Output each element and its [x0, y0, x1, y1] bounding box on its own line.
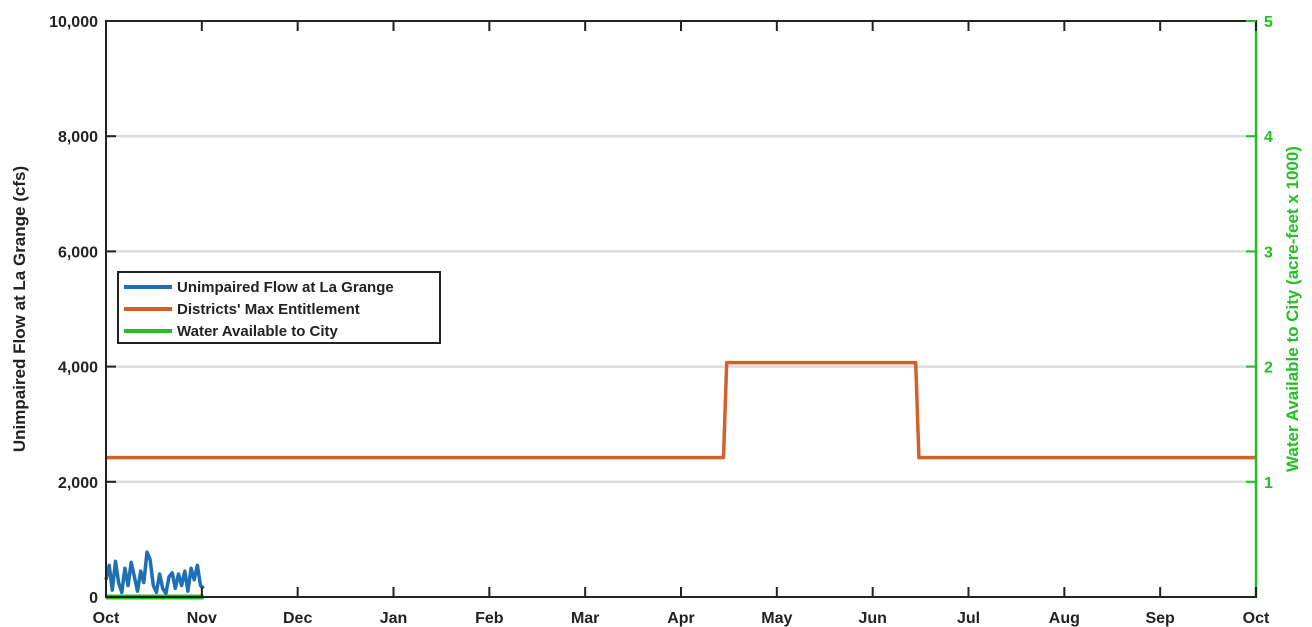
x-tick-label: Sep — [1145, 610, 1175, 627]
y-tick-label-left: 8,000 — [58, 129, 98, 146]
legend-label-water-available: Water Available to City — [177, 323, 339, 340]
y-axis-label-right: Water Available to City (acre-feet x 100… — [1283, 146, 1302, 472]
y-tick-label-left: 10,000 — [49, 14, 98, 31]
y-tick-label-left: 2,000 — [58, 475, 98, 492]
ticks: Oct Nov Dec Jan Feb Mar Apr May Jun Jul Aug Sep Oct 0… — [49, 14, 1273, 627]
y-tick-label-right: 4 — [1264, 129, 1273, 146]
series-layer — [104, 360, 1256, 600]
series-unimpaired-flow — [104, 550, 205, 596]
x-tick-label: Feb — [475, 610, 504, 627]
x-tick-label: Nov — [187, 610, 217, 627]
x-tick-label: Jul — [957, 610, 980, 627]
x-tick-label: Dec — [283, 610, 312, 627]
series-max-entitlement — [106, 360, 1256, 460]
x-tick-label: Aug — [1049, 610, 1080, 627]
x-tick-label: Jun — [858, 610, 886, 627]
x-tick-label: Mar — [571, 610, 599, 627]
gridlines — [106, 134, 1256, 484]
legend: Unimpaired Flow at La Grange Districts' … — [117, 271, 441, 344]
y-tick-label-right: 3 — [1264, 244, 1273, 261]
legend-label-max-entitlement: Districts' Max Entitlement — [177, 301, 360, 318]
x-tick-label: Oct — [93, 610, 120, 627]
legend-label-unimpaired-flow: Unimpaired Flow at La Grange — [177, 279, 394, 296]
x-tick-label: Apr — [667, 610, 695, 627]
x-tick-label: Oct — [1243, 610, 1270, 627]
x-tick-label: May — [761, 610, 792, 627]
y-tick-label-right: 1 — [1264, 475, 1273, 492]
y-tick-label-left: 6,000 — [58, 244, 98, 261]
y-tick-label-left: 0 — [89, 590, 98, 607]
y-tick-label-left: 4,000 — [58, 360, 98, 377]
y-axis-label-left: Unimpaired Flow at La Grange (cfs) — [10, 166, 29, 452]
y-tick-label-right: 5 — [1264, 14, 1273, 31]
y-tick-label-right: 2 — [1264, 360, 1273, 377]
x-tick-label: Jan — [380, 610, 408, 627]
